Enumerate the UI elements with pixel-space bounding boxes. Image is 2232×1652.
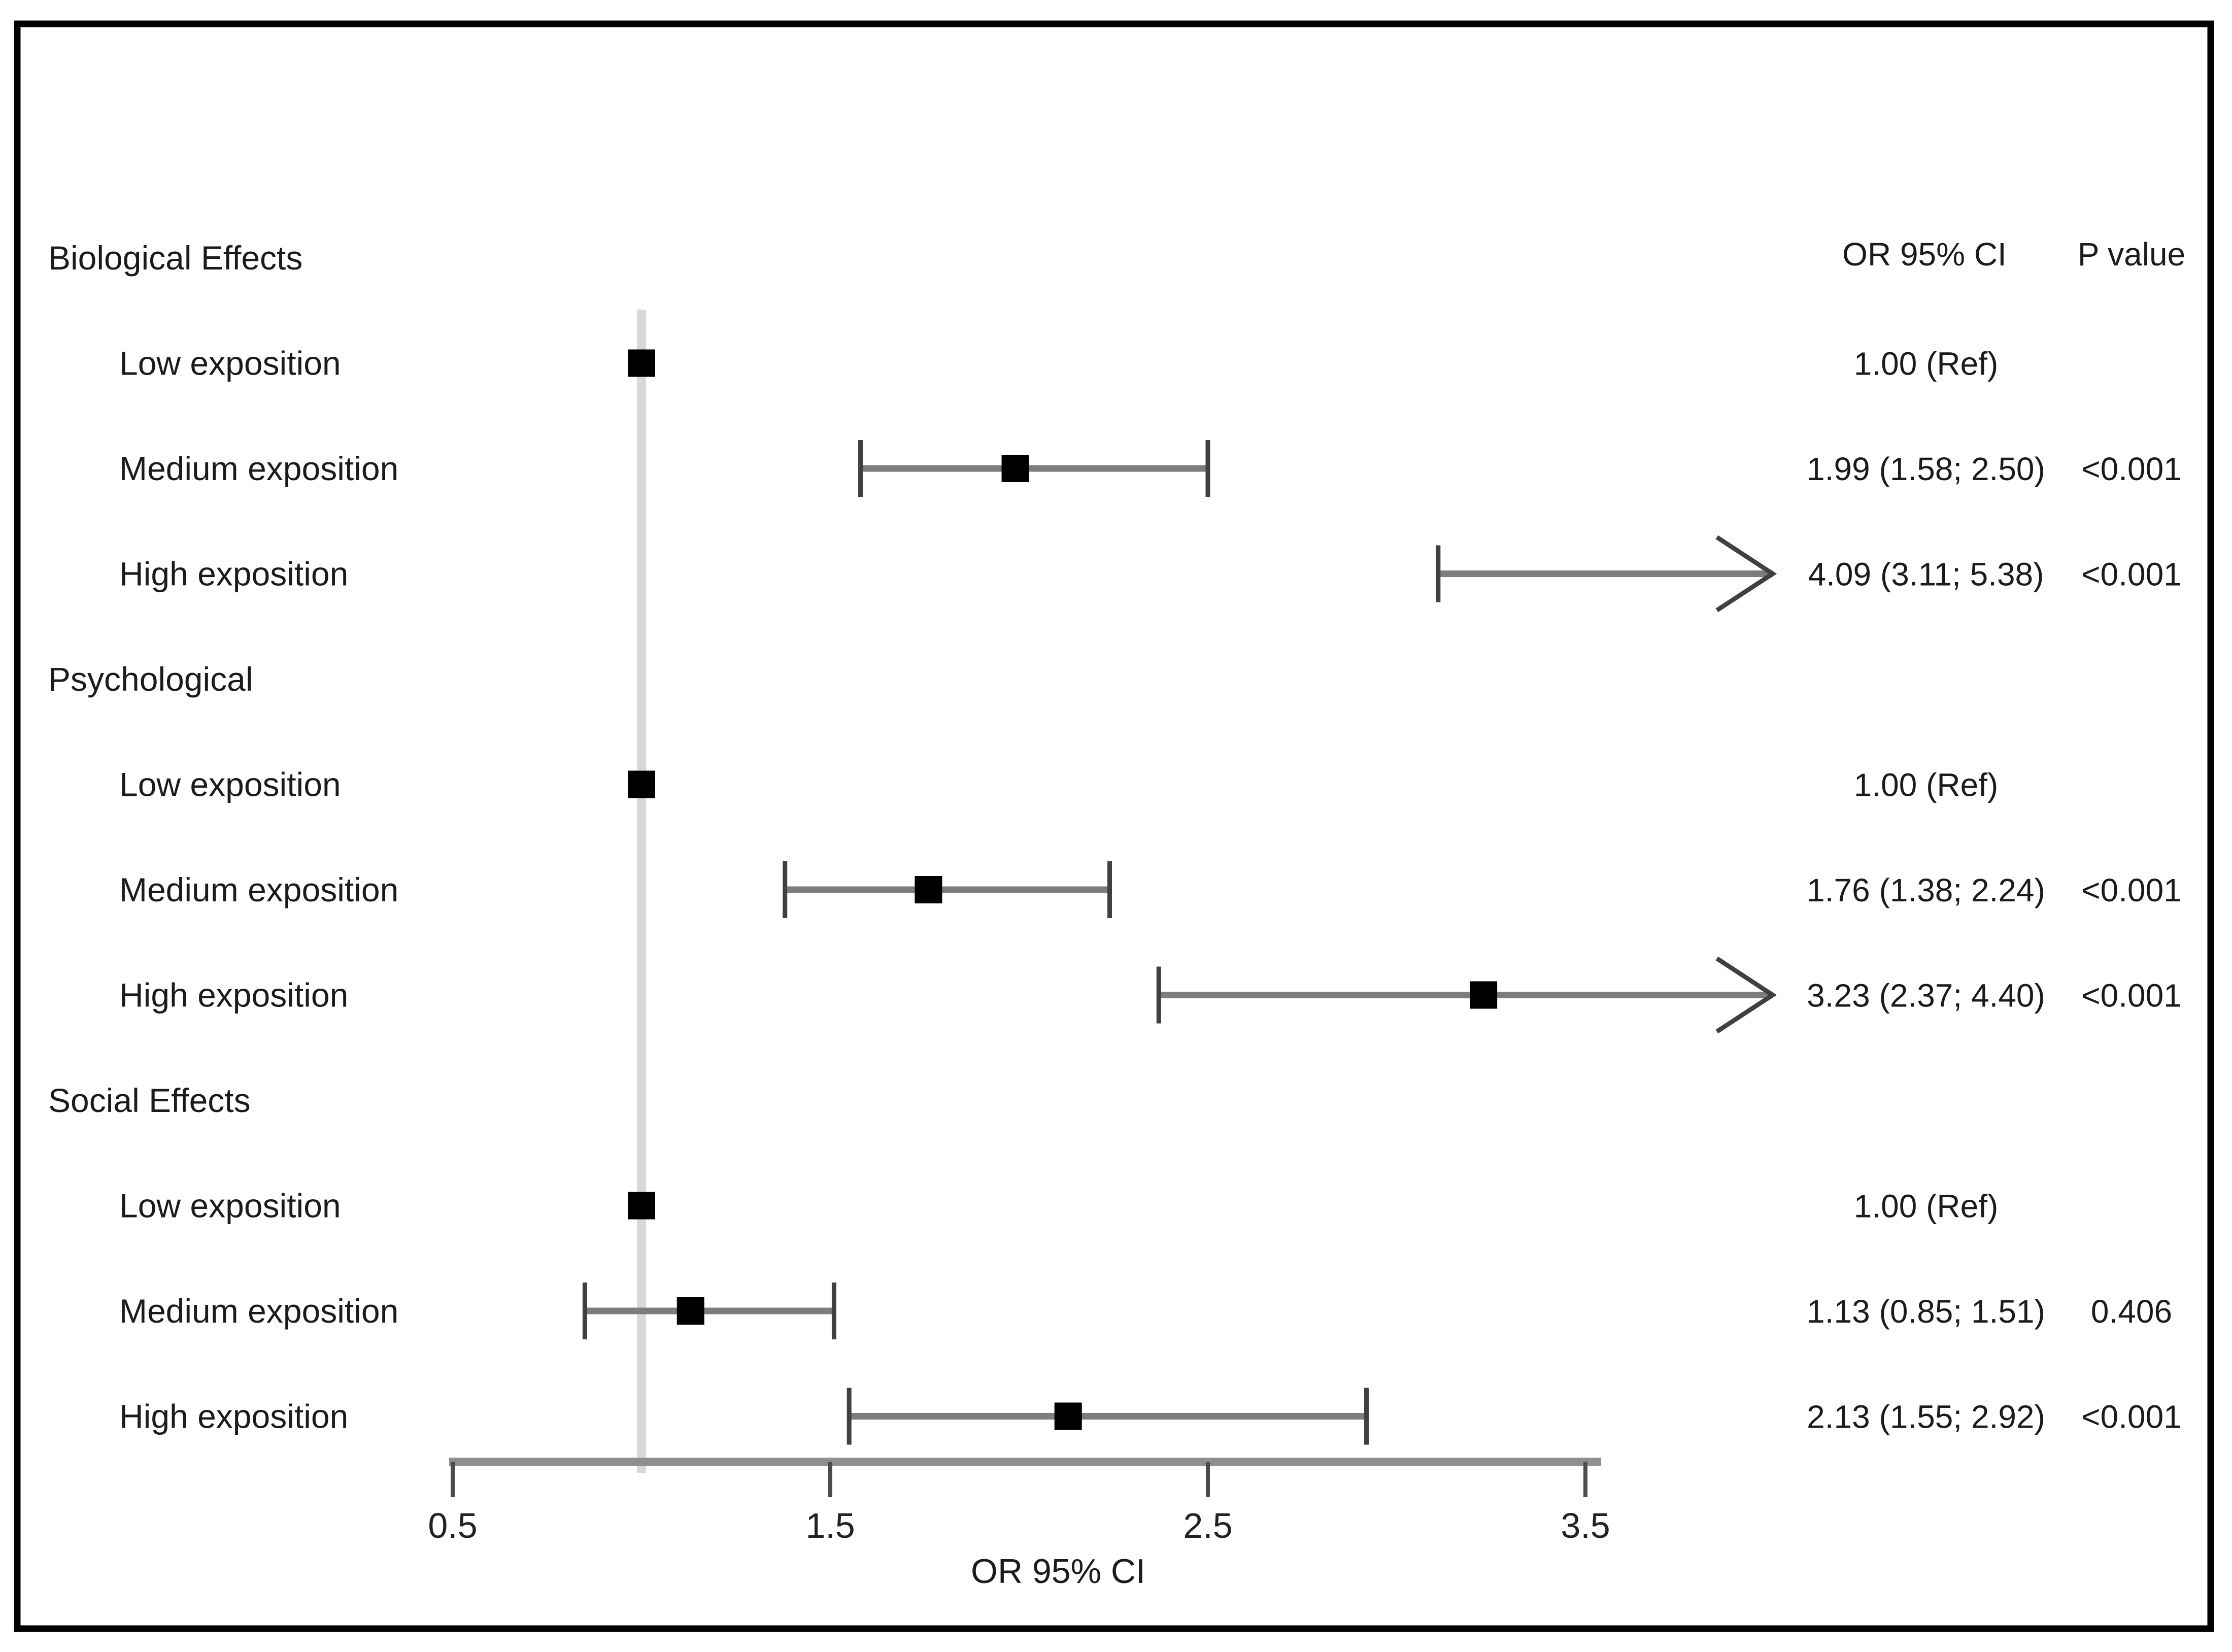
p-value: 0.406 bbox=[2091, 1293, 2172, 1330]
or-ci-value: 4.09 (3.11; 5.38) bbox=[1808, 556, 2044, 593]
arrow-head-icon bbox=[1715, 535, 1777, 613]
p-value: <0.001 bbox=[2081, 451, 2182, 487]
or-marker bbox=[915, 876, 942, 903]
or-marker bbox=[1054, 1402, 1082, 1430]
row-label: Medium exposition bbox=[119, 1292, 398, 1330]
row-label: Low exposition bbox=[119, 766, 341, 803]
x-tick-label: 0.5 bbox=[428, 1506, 477, 1545]
or-ci-value: 1.00 (Ref) bbox=[1854, 346, 1999, 382]
row-label: High exposition bbox=[119, 976, 348, 1014]
x-axis-title: OR 95% CI bbox=[971, 1552, 1145, 1591]
or-marker bbox=[677, 1297, 704, 1325]
group-header-label: Psychological bbox=[48, 660, 253, 698]
or-ci-value: 1.00 (Ref) bbox=[1854, 1188, 1999, 1225]
or-ci-value: 3.23 (2.37; 4.40) bbox=[1807, 977, 2045, 1014]
row-label: Medium exposition bbox=[119, 450, 398, 487]
or-marker bbox=[628, 1192, 655, 1220]
group-header-label: Biological Effects bbox=[48, 239, 302, 277]
or-ci-value: 1.76 (1.38; 2.24) bbox=[1807, 872, 2045, 908]
or-ci-value: 1.99 (1.58; 2.50) bbox=[1807, 451, 2045, 487]
or-marker bbox=[1001, 455, 1029, 482]
or-ci-value: 1.00 (Ref) bbox=[1854, 767, 1999, 803]
or-marker bbox=[628, 349, 655, 377]
plot-content: 0.5 1.5 2.5 3.5 Biological Effects Low exposi… bbox=[48, 239, 2182, 1545]
x-tick-label: 2.5 bbox=[1183, 1506, 1232, 1545]
or-marker bbox=[1470, 981, 1498, 1009]
p-value: <0.001 bbox=[2081, 977, 2182, 1014]
or-ci-column-header: OR 95% CI bbox=[1842, 236, 2007, 273]
row-label: High exposition bbox=[119, 555, 348, 593]
or-ci-value: 1.13 (0.85; 1.51) bbox=[1807, 1293, 2045, 1330]
x-tick-label: 1.5 bbox=[805, 1506, 855, 1545]
or-marker bbox=[628, 770, 655, 798]
row-label: High exposition bbox=[119, 1398, 348, 1435]
row-label: Low exposition bbox=[119, 345, 341, 382]
p-value: <0.001 bbox=[2081, 872, 2182, 908]
row-label: Low exposition bbox=[119, 1187, 341, 1225]
p-value: <0.001 bbox=[2081, 556, 2182, 593]
p-value-column-header: P value bbox=[2078, 236, 2185, 273]
arrow-head-icon bbox=[1715, 956, 1777, 1034]
x-tick-label: 3.5 bbox=[1561, 1506, 1610, 1545]
row-label: Medium exposition bbox=[119, 871, 398, 908]
p-value: <0.001 bbox=[2081, 1399, 2182, 1435]
group-header-label: Social Effects bbox=[48, 1082, 251, 1119]
figure-border bbox=[14, 20, 2214, 1632]
or-ci-value: 2.13 (1.55; 2.92) bbox=[1807, 1399, 2045, 1435]
